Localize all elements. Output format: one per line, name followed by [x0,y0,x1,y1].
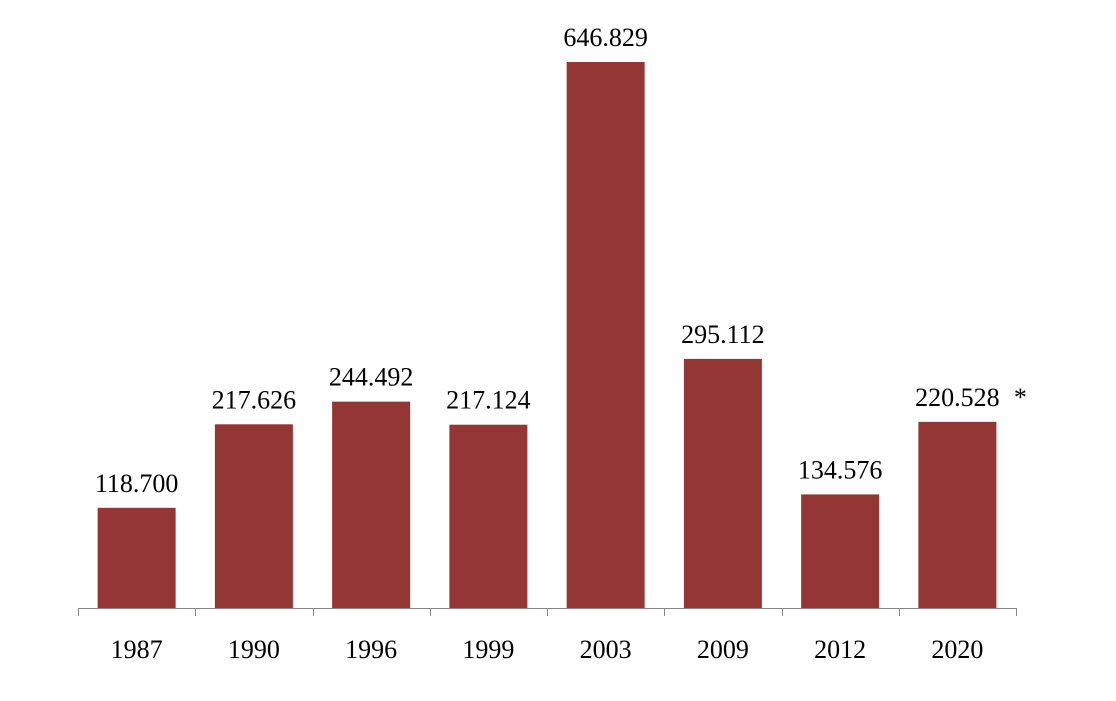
value-label-1987: 118.700 [95,469,179,498]
value-label-2009: 295.112 [681,320,765,349]
value-label-2020: 220.528 [915,383,1000,412]
x-tick-label-1987: 1987 [111,635,163,664]
value-labels-group: 118.700 217.626 244.492 217.124 646.829 295.1… [95,23,1000,498]
bar-2003 [566,62,645,608]
annotations-group: * [1014,383,1027,412]
x-tick-label-1990: 1990 [228,635,280,664]
x-tick-label-2020: 2020 [931,635,983,664]
value-label-1999: 217.124 [446,386,531,415]
bar-2012 [801,494,880,608]
value-label-1996: 244.492 [329,363,414,392]
x-tick-label-2003: 2003 [580,635,632,664]
bar-2020 [918,421,997,608]
x-tick-label-2009: 2009 [697,635,749,664]
value-label-2003: 646.829 [563,23,648,52]
value-label-2012: 134.576 [798,455,883,484]
x-tick-label-1999: 1999 [462,635,514,664]
x-tick-labels-group: 1987 1990 1996 1999 2003 2009 2012 2020 [111,635,984,664]
bar-1999 [449,424,528,608]
x-tick-label-2012: 2012 [814,635,866,664]
bar-1990 [214,424,293,608]
value-label-1990: 217.626 [212,385,297,414]
bar-1996 [332,401,411,608]
x-tick-label-1996: 1996 [345,635,397,664]
x-axis [78,608,1017,616]
bars-group [97,62,997,608]
bar-2009 [683,358,762,608]
footnote-asterisk: * [1014,383,1027,412]
bar-1987 [97,507,176,608]
